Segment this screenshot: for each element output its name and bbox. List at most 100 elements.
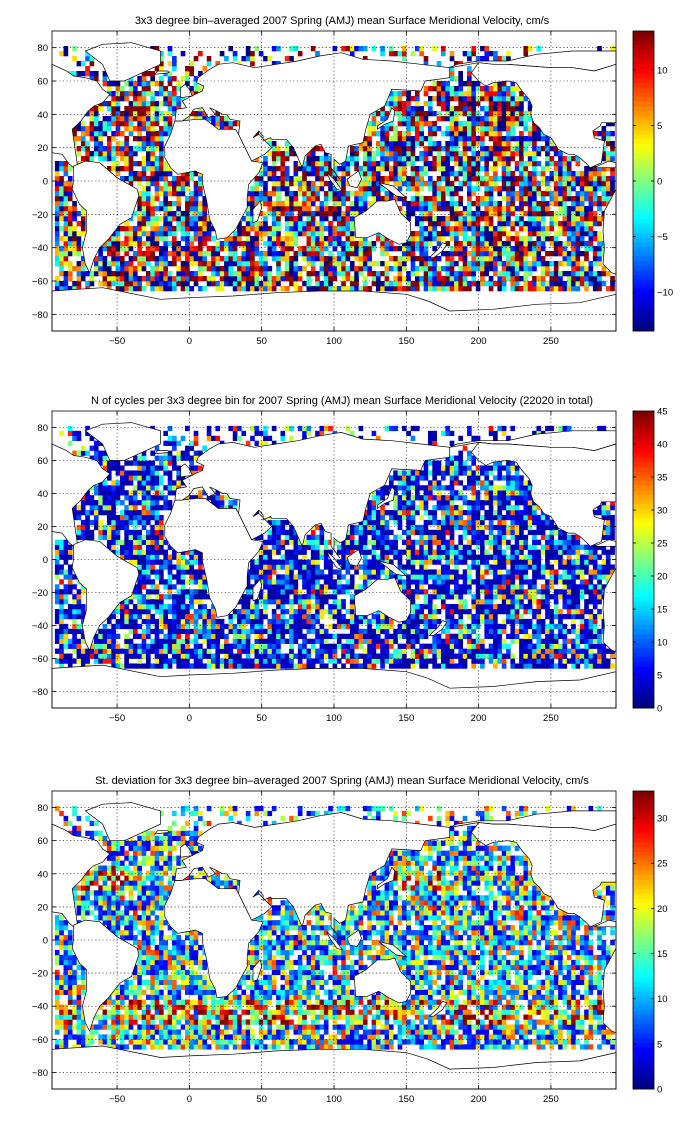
data-cell <box>484 221 490 227</box>
data-cell <box>471 236 477 242</box>
colorbar-step <box>633 293 654 299</box>
data-cell <box>367 663 372 669</box>
data-cell <box>341 196 346 202</box>
data-cell <box>202 633 208 639</box>
data-cell <box>358 271 364 277</box>
data-cell <box>154 106 160 112</box>
data-cell <box>115 101 121 107</box>
data-cell <box>579 638 585 644</box>
data-cell <box>449 186 455 192</box>
data-cell <box>393 658 398 664</box>
data-cell <box>406 151 411 157</box>
data-cell <box>189 236 195 242</box>
data-cell <box>159 51 164 57</box>
data-cell <box>449 136 455 142</box>
colorbar-step <box>633 31 654 37</box>
data-cell <box>245 653 251 659</box>
data-cell <box>414 196 420 202</box>
data-cell <box>471 51 477 57</box>
data-cell <box>267 231 273 237</box>
data-cell <box>475 658 481 664</box>
data-cell <box>185 618 190 625</box>
data-cell <box>506 216 511 222</box>
data-cell <box>146 261 151 267</box>
data-cell <box>566 196 572 202</box>
data-cell <box>176 633 182 639</box>
data-cell <box>59 176 64 182</box>
data-cell <box>315 628 320 635</box>
data-cell <box>59 216 64 222</box>
data-cell <box>63 166 69 172</box>
data-cell <box>588 241 594 247</box>
data-cell <box>375 633 381 639</box>
data-cell <box>566 261 572 267</box>
data-cell <box>501 216 507 222</box>
data-cell <box>397 281 403 287</box>
data-cell <box>358 236 364 242</box>
data-cell <box>336 216 342 222</box>
data-cell <box>423 156 429 162</box>
data-cell <box>263 638 268 644</box>
data-cell <box>63 201 69 207</box>
data-cell <box>128 111 134 117</box>
data-cell <box>258 166 264 172</box>
data-cell <box>410 231 416 237</box>
data-cell <box>571 181 576 187</box>
data-cell <box>558 201 563 207</box>
data-cell <box>150 226 155 232</box>
data-cell <box>597 658 602 664</box>
data-cell <box>410 211 416 217</box>
data-cell <box>393 146 398 152</box>
data-cell <box>358 251 364 257</box>
data-cell <box>167 658 173 664</box>
data-cell <box>488 648 494 654</box>
data-cell <box>441 156 446 162</box>
data-cell <box>254 623 260 630</box>
data-cell <box>510 261 516 267</box>
data-cell <box>610 281 615 287</box>
data-cell <box>592 271 598 277</box>
data-cell <box>406 271 411 277</box>
data-cell <box>241 226 247 232</box>
data-cell <box>545 613 550 620</box>
data-cell <box>323 609 329 615</box>
data-cell <box>193 628 199 635</box>
data-cell <box>263 648 268 654</box>
data-cell <box>59 236 64 242</box>
data-cell <box>423 613 429 620</box>
data-cell <box>115 281 121 287</box>
data-cell <box>176 211 182 217</box>
data-cell <box>558 246 563 252</box>
panel-1: 3x3 degree bin–averaged 2007 Spring (AMJ… <box>32 15 673 347</box>
data-cell <box>341 266 346 272</box>
data-cell <box>501 126 507 132</box>
data-cell <box>319 181 325 187</box>
data-cell <box>436 281 442 287</box>
data-cell <box>540 653 546 659</box>
data-cell <box>111 96 116 102</box>
data-cell <box>276 261 281 267</box>
data-cell <box>445 231 450 237</box>
data-cell <box>198 266 203 272</box>
data-cell <box>241 56 247 62</box>
data-cell <box>519 221 524 227</box>
data-cell <box>362 176 368 182</box>
data-cell <box>141 633 147 639</box>
data-cell <box>159 623 164 630</box>
data-cell <box>159 261 164 267</box>
data-cell <box>401 211 407 217</box>
data-cell <box>592 256 598 262</box>
data-cell <box>410 628 416 635</box>
data-cell <box>332 256 338 262</box>
data-cell <box>393 266 398 272</box>
data-cell <box>562 633 568 639</box>
data-cell <box>349 604 355 610</box>
data-cell <box>371 191 377 197</box>
data-cell <box>54 638 60 644</box>
data-cell <box>172 633 177 639</box>
data-cell <box>289 196 294 202</box>
data-cell <box>106 653 112 659</box>
data-cell <box>523 201 529 207</box>
data-cell <box>380 51 385 57</box>
data-cell <box>332 609 338 615</box>
